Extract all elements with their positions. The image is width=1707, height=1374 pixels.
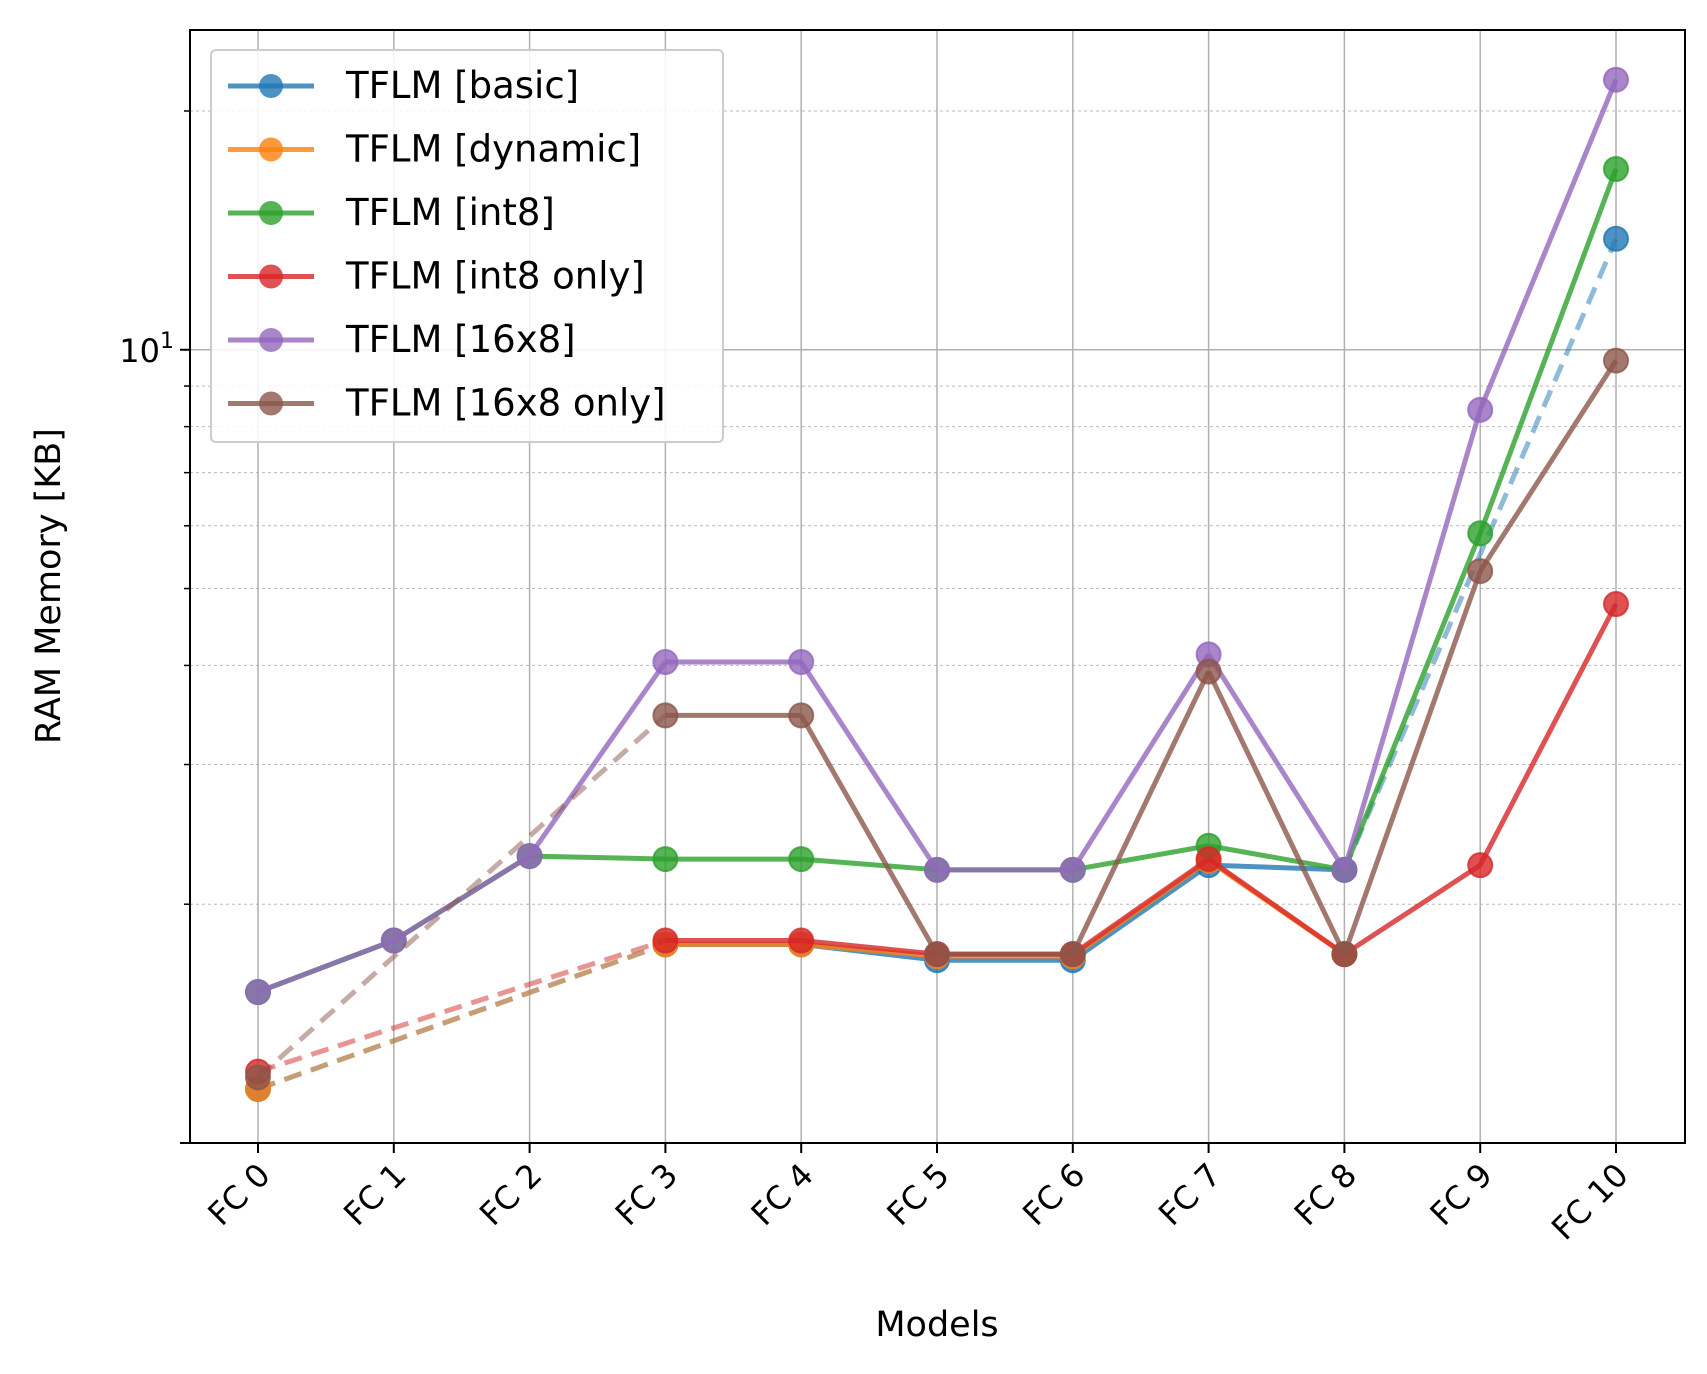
y-ticks: 101 xyxy=(119,110,190,1144)
data-point xyxy=(1059,941,1086,968)
line-segment xyxy=(1207,857,1346,957)
line-segment xyxy=(1071,857,1211,957)
legend-marker xyxy=(259,137,283,162)
legend-marker xyxy=(259,74,283,98)
data-point xyxy=(788,648,815,675)
data-point xyxy=(1603,66,1629,93)
interpolated-segment xyxy=(256,713,668,1080)
data-point xyxy=(1059,856,1086,883)
data-point xyxy=(652,648,679,675)
series-layer xyxy=(245,66,1629,1102)
data-point xyxy=(652,927,679,954)
x-tick-label: FC 4 xyxy=(744,1156,821,1233)
legend: TFLM [basic] TFLM [dynamic] TFLM [int8] TFL… xyxy=(210,49,724,443)
line-segment xyxy=(801,856,938,873)
line-segment xyxy=(1343,863,1482,957)
data-point xyxy=(1467,852,1494,879)
data-point xyxy=(1467,558,1494,585)
data-point xyxy=(788,846,815,873)
line-segment xyxy=(529,853,666,862)
data-point xyxy=(788,702,815,729)
legend-label: TFLM [int8] xyxy=(345,191,555,234)
line-segment xyxy=(1208,862,1345,873)
y-axis-label: RAM Memory [KB] xyxy=(29,428,69,744)
line-segment xyxy=(1208,843,1345,873)
legend-marker xyxy=(259,391,283,416)
x-tick-label: FC 3 xyxy=(608,1156,685,1233)
line-segment xyxy=(1477,78,1619,411)
data-point xyxy=(516,843,543,870)
x-tick-label: FC 6 xyxy=(1015,1156,1092,1233)
data-point xyxy=(380,927,407,954)
x-tick-label: FC 2 xyxy=(472,1156,549,1233)
data-point xyxy=(1331,856,1358,883)
interpolated-segment xyxy=(257,942,667,1092)
legend-box xyxy=(210,49,724,443)
data-point xyxy=(924,856,950,883)
line-segment xyxy=(1070,670,1211,956)
data-point xyxy=(652,846,679,873)
legend-label: TFLM [16x8] xyxy=(345,318,576,361)
line-segment xyxy=(527,660,668,858)
legend-marker xyxy=(259,264,283,289)
data-point xyxy=(788,927,815,954)
interpolated-segment xyxy=(257,938,667,1075)
line-segment xyxy=(1478,359,1619,573)
x-tick-label: FC 8 xyxy=(1287,1156,1364,1233)
data-point xyxy=(1195,846,1222,873)
data-point xyxy=(1603,156,1629,183)
data-point xyxy=(1331,941,1358,968)
interpolated-segment xyxy=(1342,237,1619,871)
line-segment xyxy=(800,938,938,957)
x-tick-label: FC 0 xyxy=(200,1156,277,1233)
legend-marker xyxy=(259,328,283,352)
x-ticks: FC 0 FC 1 FC 2 FC 3 FC 4 FC 5 FC 6 FC 7 FC 8 FC 9… xyxy=(200,1143,1636,1248)
data-point xyxy=(1195,658,1222,685)
series-5 xyxy=(245,347,1629,1091)
line-segment xyxy=(1342,409,1483,871)
data-point xyxy=(245,979,271,1006)
legend-label: TFLM [basic] xyxy=(345,64,579,107)
data-point xyxy=(1467,520,1494,547)
legend-label: TFLM [int8 only] xyxy=(345,255,645,298)
x-tick-label: FC 5 xyxy=(879,1156,956,1233)
x-tick-label: FC 1 xyxy=(336,1156,413,1233)
line-segment xyxy=(1206,670,1347,956)
line-segment xyxy=(1070,653,1211,872)
data-point xyxy=(1603,347,1629,374)
data-point xyxy=(924,941,950,968)
data-point xyxy=(1467,396,1494,423)
line-segment xyxy=(1206,653,1347,872)
series-4 xyxy=(245,66,1629,1006)
line-segment xyxy=(799,714,940,956)
line-segment xyxy=(1477,168,1619,535)
x-tick-label: FC 7 xyxy=(1151,1156,1228,1233)
data-point xyxy=(245,1064,271,1091)
line-segment xyxy=(799,660,940,872)
line-segment xyxy=(1342,570,1483,956)
data-point xyxy=(1603,225,1629,252)
line-segment xyxy=(1072,843,1210,873)
line-segment xyxy=(257,938,395,995)
data-point xyxy=(652,702,679,729)
y-tick-label: 101 xyxy=(119,329,174,370)
line-segment xyxy=(1071,863,1211,963)
legend-label: TFLM [16x8 only] xyxy=(345,382,666,425)
legend-marker xyxy=(259,201,283,225)
data-point xyxy=(1603,591,1629,618)
line-segment xyxy=(392,853,531,943)
legend-label: TFLM [dynamic] xyxy=(345,128,641,171)
x-tick-label: FC 9 xyxy=(1423,1156,1500,1233)
x-tick-label: FC 10 xyxy=(1544,1156,1636,1248)
line-segment xyxy=(1342,532,1483,871)
x-axis-label: Models xyxy=(875,1305,998,1345)
line-segment xyxy=(1477,602,1619,867)
